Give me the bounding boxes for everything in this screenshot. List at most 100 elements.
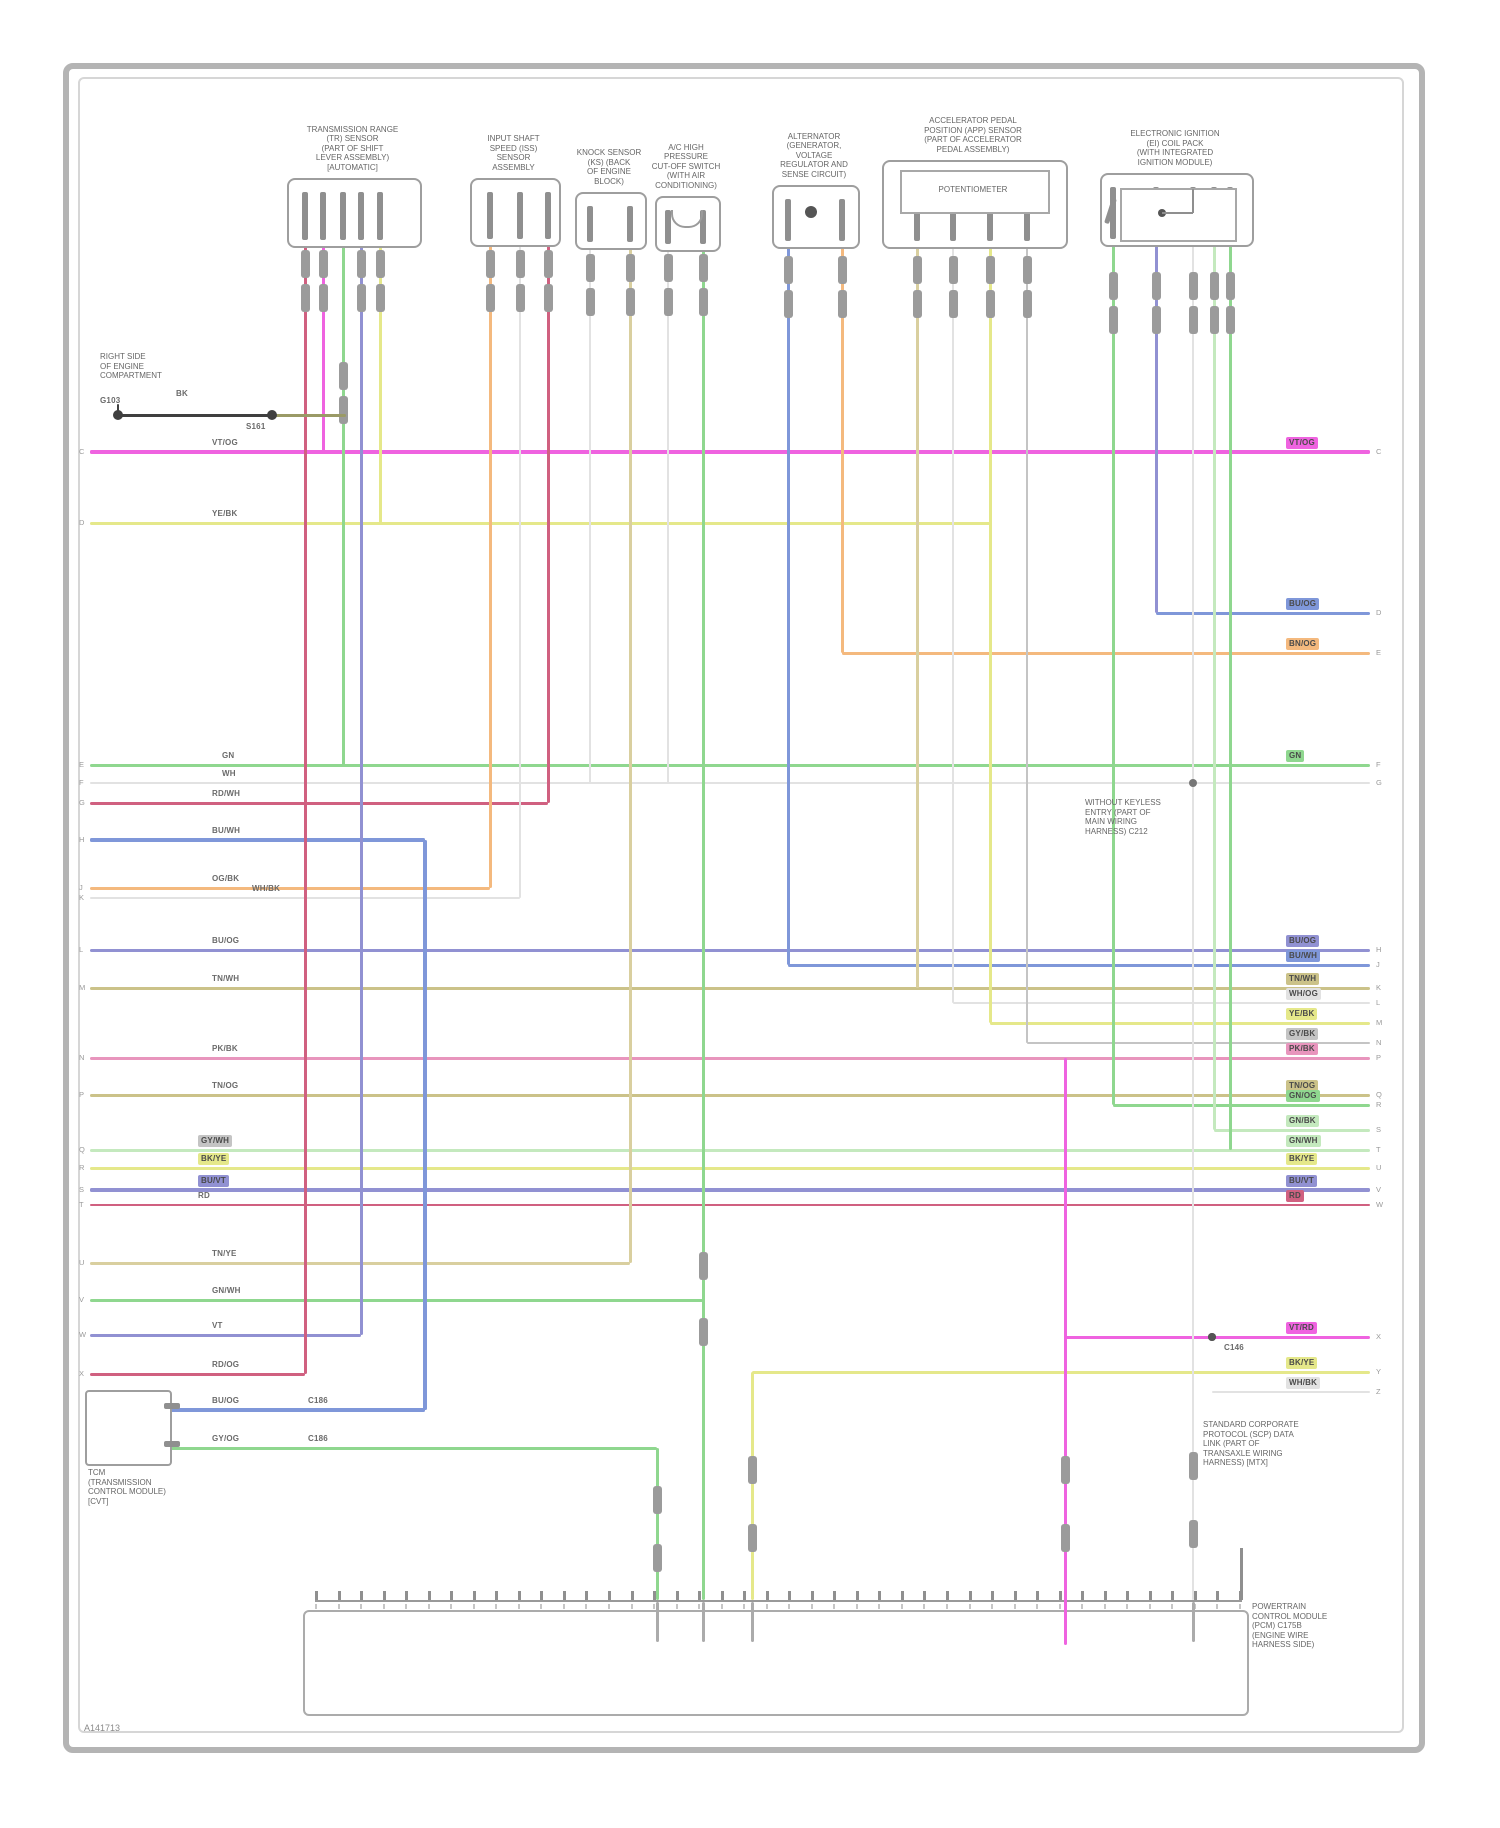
comb-pin [337,1591,341,1600]
connector-label-b: INPUT SHAFT SPEED (ISS) SENSOR ASSEMBLY [487,134,540,172]
wire-label: PK/BK [212,1044,238,1053]
comb-pin-number [1171,1604,1174,1609]
wire-v-1193 [1191,243,1195,1600]
comb-pin [1058,1591,1062,1600]
wire-v-1027 [1025,245,1029,1043]
junction-dot [1208,1333,1216,1341]
comb-pin-number [1193,1604,1196,1609]
comb-pin-number [878,1604,881,1609]
wire-h-613 [1156,611,1370,615]
edge-ref-left: V [79,1295,85,1304]
wire-label: TN/YE [212,1249,237,1258]
wire-color-chip: GY/WH [198,1135,233,1147]
comb-pin [1013,1591,1017,1600]
comb-pin-number [968,1604,971,1609]
inline-connector [837,290,847,318]
inline-connector [652,1544,662,1572]
comb-pin [900,1591,904,1600]
edge-ref-left: Q [79,1145,85,1154]
wire-color-chip: BU/OG [1286,935,1320,947]
comb-pin [540,1591,544,1600]
wire-h-452 [90,450,1370,454]
connector-box-c [575,192,647,250]
pcm-connector-comb [315,1600,1242,1602]
comb-pin [878,1591,882,1600]
junction-dot [267,410,277,420]
wire-v-380 [378,246,382,523]
annotation-right: STANDARD CORPORATE PROTOCOL (SCP) DATA L… [1203,1420,1299,1467]
comb-pin-number [427,1604,430,1609]
inline-connector [318,250,328,278]
wire-h-1043 [1027,1041,1370,1045]
edge-ref-right: C [1376,447,1382,456]
wire-label: YE/BK [212,509,238,518]
comb-pin [382,1591,386,1600]
inline-connector [948,290,958,318]
connector-pin [587,206,593,242]
wire-h-1023 [990,1021,1370,1025]
wire-h-1130 [1214,1128,1370,1132]
ground-lead [117,404,119,415]
comb-pin [427,1591,431,1600]
annotation-mid: WITHOUT KEYLESS ENTRY (PART OF MAIN WIRI… [1085,798,1161,836]
contact-dot [805,206,817,218]
inner-frame [78,77,1404,1733]
comb-pin [698,1591,702,1600]
comb-pin [743,1591,747,1600]
wire-v-842 [840,245,844,653]
comb-pin-number [1058,1604,1061,1609]
comb-pin-number [1148,1604,1151,1609]
edge-ref-right: Y [1376,1367,1382,1376]
comb-pin-number [788,1604,791,1609]
comb-pin [1036,1591,1040,1600]
wire-v-990 [988,245,992,1023]
wire-color-chip: WH/OG [1286,988,1321,1000]
inline-connector [375,284,385,312]
edge-ref-left: M [79,983,86,992]
comb-pin [653,1591,657,1600]
wire-color-chip: PK/BK [1286,1043,1318,1055]
wire-color-chip: BK/YE [1286,1153,1318,1165]
ground-wire-label: BK [176,389,188,398]
wire-color-chip: GY/BK [1286,1028,1319,1040]
connector-pin [487,192,493,239]
comb-pin-number [855,1604,858,1609]
wire-h-653 [842,651,1370,655]
connector-box-a [287,178,422,248]
inline-connector [356,250,366,278]
wire-h-888 [90,886,490,890]
comb-pin-number [337,1604,340,1609]
comb-pin [991,1591,995,1600]
wire-label: RD [198,1191,210,1200]
connector-label-e: ALTERNATOR (GENERATOR, VOLTAGE REGULATOR… [780,131,848,179]
comb-pin [1171,1591,1175,1600]
comb-pin-number [1013,1604,1016,1609]
inline-connector [912,256,922,284]
wire-label: GN/WH [212,1286,241,1295]
comb-pin-number [495,1604,498,1609]
connector-label-d: A/C HIGH PRESSURE CUT-OFF SWITCH (WITH A… [651,142,721,190]
inline-connector [652,1486,662,1514]
wire-v-703 [701,248,705,1600]
edge-ref-right: R [1376,1100,1382,1109]
wire-v-305 [303,246,307,1374]
inline-connector [356,284,366,312]
wire-label: BU/OG [212,936,240,945]
inline-connector [1151,272,1161,300]
pcm-module-box [303,1610,1249,1716]
wire-h-1105 [1113,1103,1370,1107]
comb-pin-number [1126,1604,1129,1609]
inline-connector [300,284,310,312]
edge-ref-right: V [1376,1185,1382,1194]
wire-h-1003 [953,1001,1370,1005]
comb-pin-number [630,1604,633,1609]
inline-connector [1060,1524,1070,1552]
inline-connector [625,288,635,316]
wire-color-chip: GN/WH [1286,1135,1321,1147]
edge-ref-right: K [1376,983,1382,992]
edge-ref-left: T [79,1200,84,1209]
edge-ref-left: W [79,1330,87,1339]
inline-connector [698,1318,708,1346]
inline-connector [948,256,958,284]
